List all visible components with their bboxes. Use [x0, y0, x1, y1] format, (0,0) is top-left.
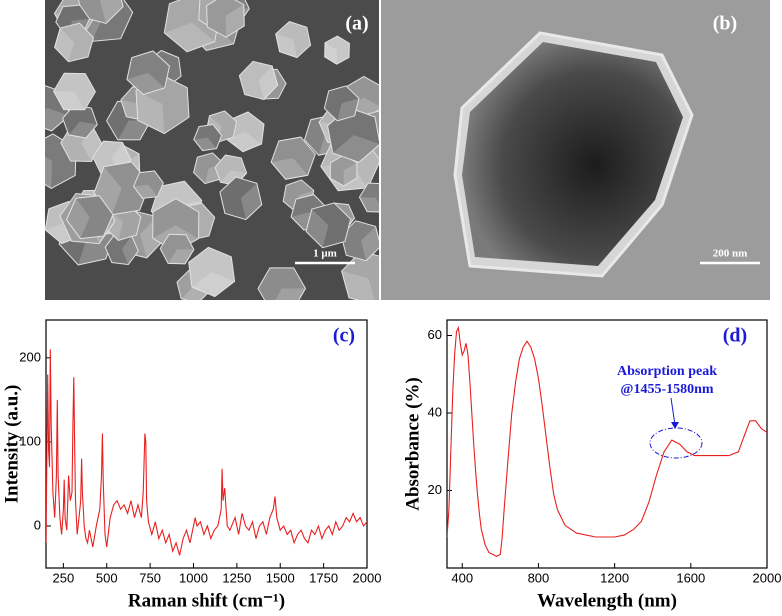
crystal-facet: [240, 183, 262, 220]
x-tick-label: 1250: [222, 570, 251, 585]
crystal-facet: [306, 209, 329, 248]
y-tick-label: 20: [428, 482, 442, 497]
crystal: [133, 170, 164, 199]
particle: [462, 42, 683, 266]
crystal-facet: [343, 162, 357, 186]
plot-frame: [446, 319, 768, 569]
x-tick-label: 500: [96, 570, 118, 585]
crystals: [45, 0, 379, 300]
y-tick-label: 200: [19, 349, 41, 364]
annotation-arrowhead: [671, 422, 679, 429]
crystal-facet: [136, 90, 165, 134]
x-axis-label: Wavelength (nm): [537, 590, 677, 611]
crystal-facet: [168, 249, 194, 264]
annotation: Absorption peak: [617, 364, 717, 379]
crystal-facet: [68, 121, 98, 138]
crystal-facet: [164, 22, 215, 52]
x-tick-label: 1500: [266, 570, 295, 585]
crystal-facet: [220, 170, 247, 186]
crystal: [257, 267, 307, 300]
crystal: [358, 182, 379, 213]
crystal-facet: [66, 198, 90, 239]
crystal-facet: [191, 271, 235, 297]
annotation-arrow: [670, 397, 676, 426]
crystal-facet: [258, 66, 278, 100]
crystal-facet: [53, 91, 85, 110]
crystal: [270, 136, 316, 180]
panel-label: (a): [345, 13, 368, 35]
crystal-facet: [271, 158, 308, 180]
crystal: [329, 154, 358, 187]
crystal: [188, 246, 236, 298]
scale-bar-label: 200 nm: [713, 248, 748, 260]
y-tick-label: 100: [19, 433, 41, 448]
x-tick-label: 1200: [600, 570, 629, 585]
crystal-facet: [341, 271, 375, 300]
crystal-facet: [81, 125, 102, 162]
x-tick-label: 1600: [676, 570, 705, 585]
crystal-facet: [45, 107, 70, 131]
x-axis-label: Raman shift (cm⁻¹): [128, 590, 285, 611]
crystal: [275, 21, 312, 59]
crystal: [305, 202, 352, 249]
crystal-facet: [227, 131, 262, 152]
crystal: [193, 123, 223, 152]
x-tick-label: 750: [139, 570, 161, 585]
panel-label-box: [324, 324, 364, 350]
crystal-facet: [275, 33, 297, 58]
y-tick-label: 0: [34, 517, 41, 532]
crystal: [159, 233, 195, 265]
x-tick-label: 2000: [353, 570, 382, 585]
y-axis-label: Absorbance (%): [402, 377, 423, 511]
crystal-facet: [337, 98, 359, 121]
crystal: [65, 195, 114, 240]
data-line: [447, 325, 767, 558]
panel-label: (b): [713, 13, 737, 35]
x-tick-label: 800: [528, 570, 550, 585]
y-axis-label: Intensity (a.u.): [1, 385, 22, 504]
crystal-facet: [117, 120, 151, 140]
crystal-facet: [332, 135, 379, 163]
crystal-facet: [121, 235, 139, 265]
y-tick-label: 40: [428, 404, 442, 419]
crystal: [219, 176, 263, 221]
crystal: [53, 72, 96, 111]
crystal-facet: [359, 197, 379, 213]
annotation: @1455-1580nm: [620, 382, 713, 397]
crystal: [126, 50, 171, 96]
panel-label-box: [715, 324, 755, 350]
annotation-ellipse: [649, 427, 703, 459]
x-tick-label: 1000: [179, 570, 208, 585]
crystal: [323, 85, 360, 122]
crystal: [77, 0, 124, 25]
x-tick-label: 2000: [753, 570, 782, 585]
x-tick-label: 400: [451, 570, 473, 585]
plot-frame: [45, 319, 368, 569]
crystal-facet: [361, 226, 379, 261]
y-tick-label: 60: [428, 327, 442, 342]
data-line: [46, 349, 367, 556]
x-tick-label: 1750: [309, 570, 338, 585]
crystal-facet: [54, 28, 75, 62]
crystal-facet: [126, 72, 165, 95]
crystal-facet: [275, 288, 306, 300]
panel-label: (c): [333, 325, 355, 347]
panel-label: (d): [723, 325, 747, 347]
scale-bar-label: 1 μm: [313, 248, 337, 260]
crystal-facet: [45, 156, 52, 189]
crystal: [54, 22, 95, 63]
x-tick-label: 250: [52, 570, 74, 585]
crystal-facet: [94, 166, 122, 215]
crystal: [206, 0, 245, 38]
crystal: [324, 35, 350, 65]
crystal: [238, 60, 279, 100]
crystal-facet: [193, 137, 217, 151]
crystal-facet: [133, 184, 158, 199]
crystal-facet: [100, 0, 124, 24]
crystal-facet: [225, 4, 245, 38]
crystal-facet: [324, 42, 337, 65]
